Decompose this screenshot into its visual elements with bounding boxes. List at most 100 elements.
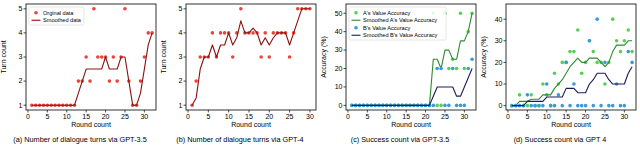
point (626, 50, 630, 54)
x-tick-label: 10 (543, 113, 551, 120)
point (595, 17, 599, 21)
y-tick (344, 68, 347, 69)
point (560, 104, 564, 108)
legend-box (29, 7, 84, 25)
point (198, 55, 202, 59)
legend-box (349, 7, 446, 40)
panel: 05101520253012345Round countTurn count(a… (0, 4, 156, 144)
plot-frame (346, 4, 476, 110)
x-tick-label: 30 (620, 113, 628, 120)
panel: 051015202530010203040Round countAccuracy… (480, 4, 636, 144)
point (447, 67, 451, 71)
point (619, 104, 623, 108)
point (576, 104, 580, 108)
x-tick-label: 25 (601, 113, 609, 120)
point (288, 55, 292, 59)
y-tick (344, 31, 347, 32)
point (77, 79, 81, 83)
x-tick-label: 15 (562, 113, 570, 120)
x-axis-label: Round count (71, 121, 111, 128)
y-axis-label: Turn count (0, 40, 7, 73)
point (553, 104, 557, 108)
point (560, 61, 564, 65)
point (619, 50, 623, 54)
point (584, 104, 588, 108)
point (592, 104, 596, 108)
y-tick-label: 5 (179, 5, 183, 12)
point (108, 79, 112, 83)
y-tick (504, 62, 507, 63)
caption: (d) Success count via GPT 4 (514, 135, 607, 144)
x-tick-label: 20 (582, 113, 590, 120)
x-tick-label: 0 (506, 113, 510, 120)
point (263, 31, 267, 35)
point (623, 39, 627, 43)
point (553, 71, 557, 75)
x-axis-label: Round count (551, 121, 591, 128)
x-tick-label: 15 (402, 113, 410, 120)
point (533, 104, 537, 108)
point (435, 67, 439, 71)
point (564, 61, 568, 65)
y-tick-label: 3 (19, 53, 23, 60)
point (439, 104, 443, 108)
x-tick-label: 10 (383, 113, 391, 120)
point (439, 67, 443, 71)
y-tick-label: 1 (179, 102, 183, 109)
point (529, 104, 533, 108)
point (84, 55, 88, 59)
point (443, 104, 447, 108)
point (576, 28, 580, 32)
point (463, 104, 467, 108)
y-tick-label: 3 (179, 53, 183, 60)
y-tick-label: 40 (335, 28, 343, 35)
y-tick (24, 57, 27, 58)
line (512, 41, 632, 106)
plot-frame (506, 4, 636, 110)
point (267, 55, 271, 59)
x-tick-label: 20 (422, 113, 430, 120)
y-tick (504, 84, 507, 85)
point (537, 104, 541, 108)
legend-marker (354, 26, 358, 30)
y-tick (504, 40, 507, 41)
y-tick (24, 8, 27, 9)
figure: 05101520253012345Round countTurn count(a… (0, 0, 640, 147)
point (549, 104, 553, 108)
point (588, 39, 592, 43)
y-tick-label: 2 (179, 77, 183, 84)
x-tick-label: 25 (121, 113, 129, 120)
x-tick-label: 0 (346, 113, 350, 120)
point (88, 79, 92, 83)
legend-marker (34, 11, 38, 15)
point (96, 55, 100, 59)
y-tick-label: 0 (499, 102, 503, 109)
y-tick-label: 4 (179, 29, 183, 36)
point (580, 71, 584, 75)
legend-line (352, 20, 361, 21)
y-tick (344, 13, 347, 14)
point (615, 39, 619, 43)
point (541, 82, 545, 86)
point (557, 93, 561, 97)
x-tick-label: 20 (102, 113, 110, 120)
panel: 05101520253012345Round countTurn count(b… (160, 4, 316, 144)
point (112, 55, 116, 59)
point (588, 39, 592, 43)
y-tick-label: 4 (19, 29, 23, 36)
point (451, 67, 455, 71)
y-tick (504, 105, 507, 106)
point (526, 104, 530, 108)
legend-line (352, 35, 361, 36)
line (352, 69, 472, 106)
point (251, 31, 255, 35)
point (603, 82, 607, 86)
x-tick-label: 5 (45, 113, 49, 120)
x-tick-label: 0 (26, 113, 30, 120)
point (194, 79, 198, 83)
y-tick (344, 50, 347, 51)
y-tick (184, 105, 187, 106)
x-tick-label: 15 (82, 113, 90, 120)
caption: (a) Number of dialogue turns via GPT-3.5 (13, 135, 146, 144)
point (568, 50, 572, 54)
